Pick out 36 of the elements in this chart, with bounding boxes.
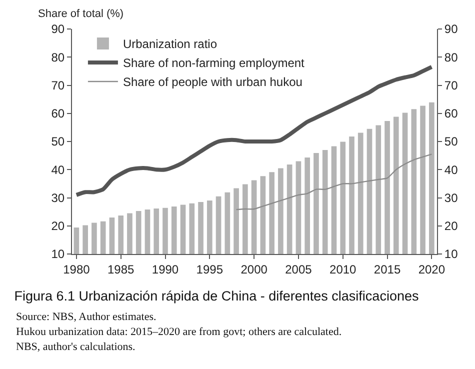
y2-tick-label: 90 <box>444 22 458 36</box>
y2-tick-label: 20 <box>444 219 458 234</box>
y-tick-label: 70 <box>51 78 65 92</box>
x-tick-label: 1995 <box>196 262 224 276</box>
x-tick-label: 2010 <box>330 262 357 276</box>
y2-tick-label: 30 <box>444 190 458 205</box>
text: NBS, author's calculations. <box>16 341 136 353</box>
y-tick-label: 20 <box>51 219 65 234</box>
y-axis-title: Share of total (%) <box>38 8 124 20</box>
y2-tick-label: 60 <box>444 106 458 121</box>
y-tick-label: 50 <box>51 134 65 149</box>
line-series <box>236 154 432 210</box>
y2-tick-label: 50 <box>444 134 458 149</box>
y-tick-label: 80 <box>51 50 65 64</box>
x-tick-label: 2005 <box>285 262 312 276</box>
x-tick-label: 1980 <box>63 262 90 276</box>
y-tick-label: 60 <box>51 106 65 121</box>
x-tick-label: 2020 <box>418 262 446 276</box>
y-tick-label: 90 <box>51 22 65 36</box>
y-tick-label: 30 <box>51 190 65 205</box>
source-note: Source: NBS, Author estimates. <box>16 311 156 323</box>
y-tick-label: 10 <box>51 247 65 262</box>
x-tick-label: 2000 <box>240 262 268 276</box>
legend-label: Share of people with urban hukou <box>122 75 302 90</box>
y2-tick-label: 80 <box>444 50 458 64</box>
y2-tick-label: 70 <box>444 78 458 92</box>
legend-label: Urbanization ratio <box>122 37 218 52</box>
x-tick-label: 2015 <box>374 262 401 276</box>
y2-tick-label: 40 <box>444 162 458 177</box>
y-tick-label: 40 <box>51 162 65 177</box>
x-tick-label: 1990 <box>152 262 179 276</box>
legend-label: Share of non-farming employment <box>122 56 306 70</box>
y2-tick-label: 10 <box>444 247 458 262</box>
text: Figura 6.1 Urbanización rápida de China - diferentes clasificaciones <box>14 288 419 304</box>
x-tick-label: 1985 <box>107 262 135 276</box>
text: Hukou urbanization data: 2015–2020 are from govt; others are calculated. <box>16 326 342 338</box>
